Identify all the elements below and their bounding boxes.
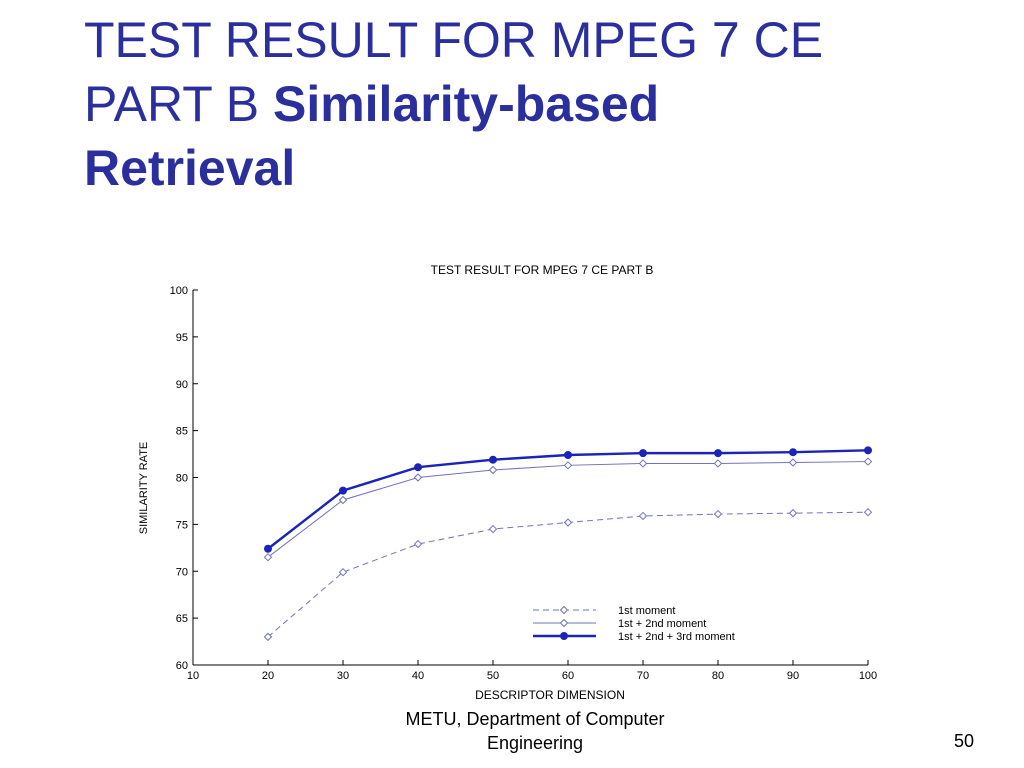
similarity-line-chart: TEST RESULT FOR MPEG 7 CE PART B SIMILAR… — [138, 263, 877, 702]
data-point — [864, 446, 872, 455]
data-point — [488, 524, 498, 534]
x-tick-label: 50 — [487, 670, 499, 682]
x-tick-label: 90 — [787, 670, 799, 682]
data-point — [339, 486, 347, 495]
title-line-2: PART B Similarity-based — [84, 76, 660, 132]
slide-title: TEST RESULT FOR MPEG 7 CE PART B Similar… — [84, 8, 984, 200]
legend-marker — [560, 632, 568, 640]
chart-title: TEST RESULT FOR MPEG 7 CE PART B — [431, 263, 654, 277]
data-point — [863, 507, 873, 517]
x-tick-label: 80 — [712, 670, 724, 682]
legend-marker — [559, 605, 569, 615]
data-point — [338, 567, 348, 577]
title-line-1: TEST RESULT FOR MPEG 7 CE — [84, 12, 824, 68]
series-3 — [264, 446, 872, 553]
data-point — [638, 459, 648, 468]
data-point — [789, 448, 797, 457]
data-point — [264, 544, 272, 553]
data-point — [714, 449, 722, 458]
y-tick-label: 75 — [176, 519, 188, 531]
legend-marker — [559, 618, 569, 628]
legend-item: 1st + 2nd + 3rd moment — [533, 631, 735, 643]
y-tick-label: 80 — [176, 473, 188, 485]
y-tick-label: 60 — [176, 660, 188, 672]
data-point — [788, 458, 798, 467]
data-point — [563, 518, 573, 527]
legend-label: 1st + 2nd moment — [618, 618, 706, 630]
chart-container: TEST RESULT FOR MPEG 7 CE PART B SIMILAR… — [120, 252, 900, 707]
data-point — [263, 552, 273, 562]
data-point — [413, 539, 423, 549]
legend-item: 1st + 2nd moment — [533, 618, 706, 630]
data-point — [713, 509, 723, 519]
x-tick-label: 30 — [337, 670, 349, 682]
y-tick-label: 70 — [176, 566, 188, 578]
series-line — [267, 511, 869, 638]
data-point — [863, 457, 873, 466]
x-tick-label: 70 — [637, 670, 649, 682]
data-point — [414, 463, 422, 472]
title-line-3: Retrieval — [84, 140, 296, 196]
footer-line-2: Engineering — [486, 733, 584, 753]
series-line — [267, 461, 869, 558]
series-2 — [263, 457, 873, 562]
legend-item: 1st moment — [533, 605, 675, 617]
y-tick-label: 65 — [176, 613, 188, 625]
legend-label: 1st + 2nd + 3rd moment — [618, 631, 735, 643]
y-tick-label: 85 — [176, 426, 188, 438]
footer-department: METU, Department of Computer Engineering — [380, 707, 690, 755]
x-tick-label: 60 — [562, 670, 574, 682]
page-number: 50 — [953, 731, 974, 751]
data-point — [338, 495, 348, 505]
data-point — [413, 473, 423, 482]
x-tick-label: 40 — [412, 670, 424, 682]
data-point — [489, 455, 497, 464]
x-tick-label: 20 — [262, 670, 274, 682]
x-tick-label: 100 — [859, 670, 877, 682]
data-point — [638, 511, 648, 521]
x-tick-label: 10 — [187, 670, 199, 682]
legend-label: 1st moment — [618, 605, 675, 617]
y-tick-label: 95 — [176, 332, 188, 344]
data-point — [564, 451, 572, 459]
data-point — [639, 449, 647, 458]
y-tick-label: 90 — [176, 379, 188, 391]
data-point — [563, 461, 573, 470]
series-1 — [263, 507, 873, 642]
x-axis-label: DESCRIPTOR DIMENSION — [475, 688, 625, 702]
footer-line-1: METU, Department of Computer — [405, 709, 665, 729]
data-point — [713, 459, 723, 468]
y-tick-label: 100 — [170, 285, 188, 297]
data-point — [788, 508, 798, 518]
data-point — [263, 632, 273, 642]
y-axis-label: SIMILARITY RATE — [138, 442, 150, 535]
data-point — [488, 465, 498, 475]
